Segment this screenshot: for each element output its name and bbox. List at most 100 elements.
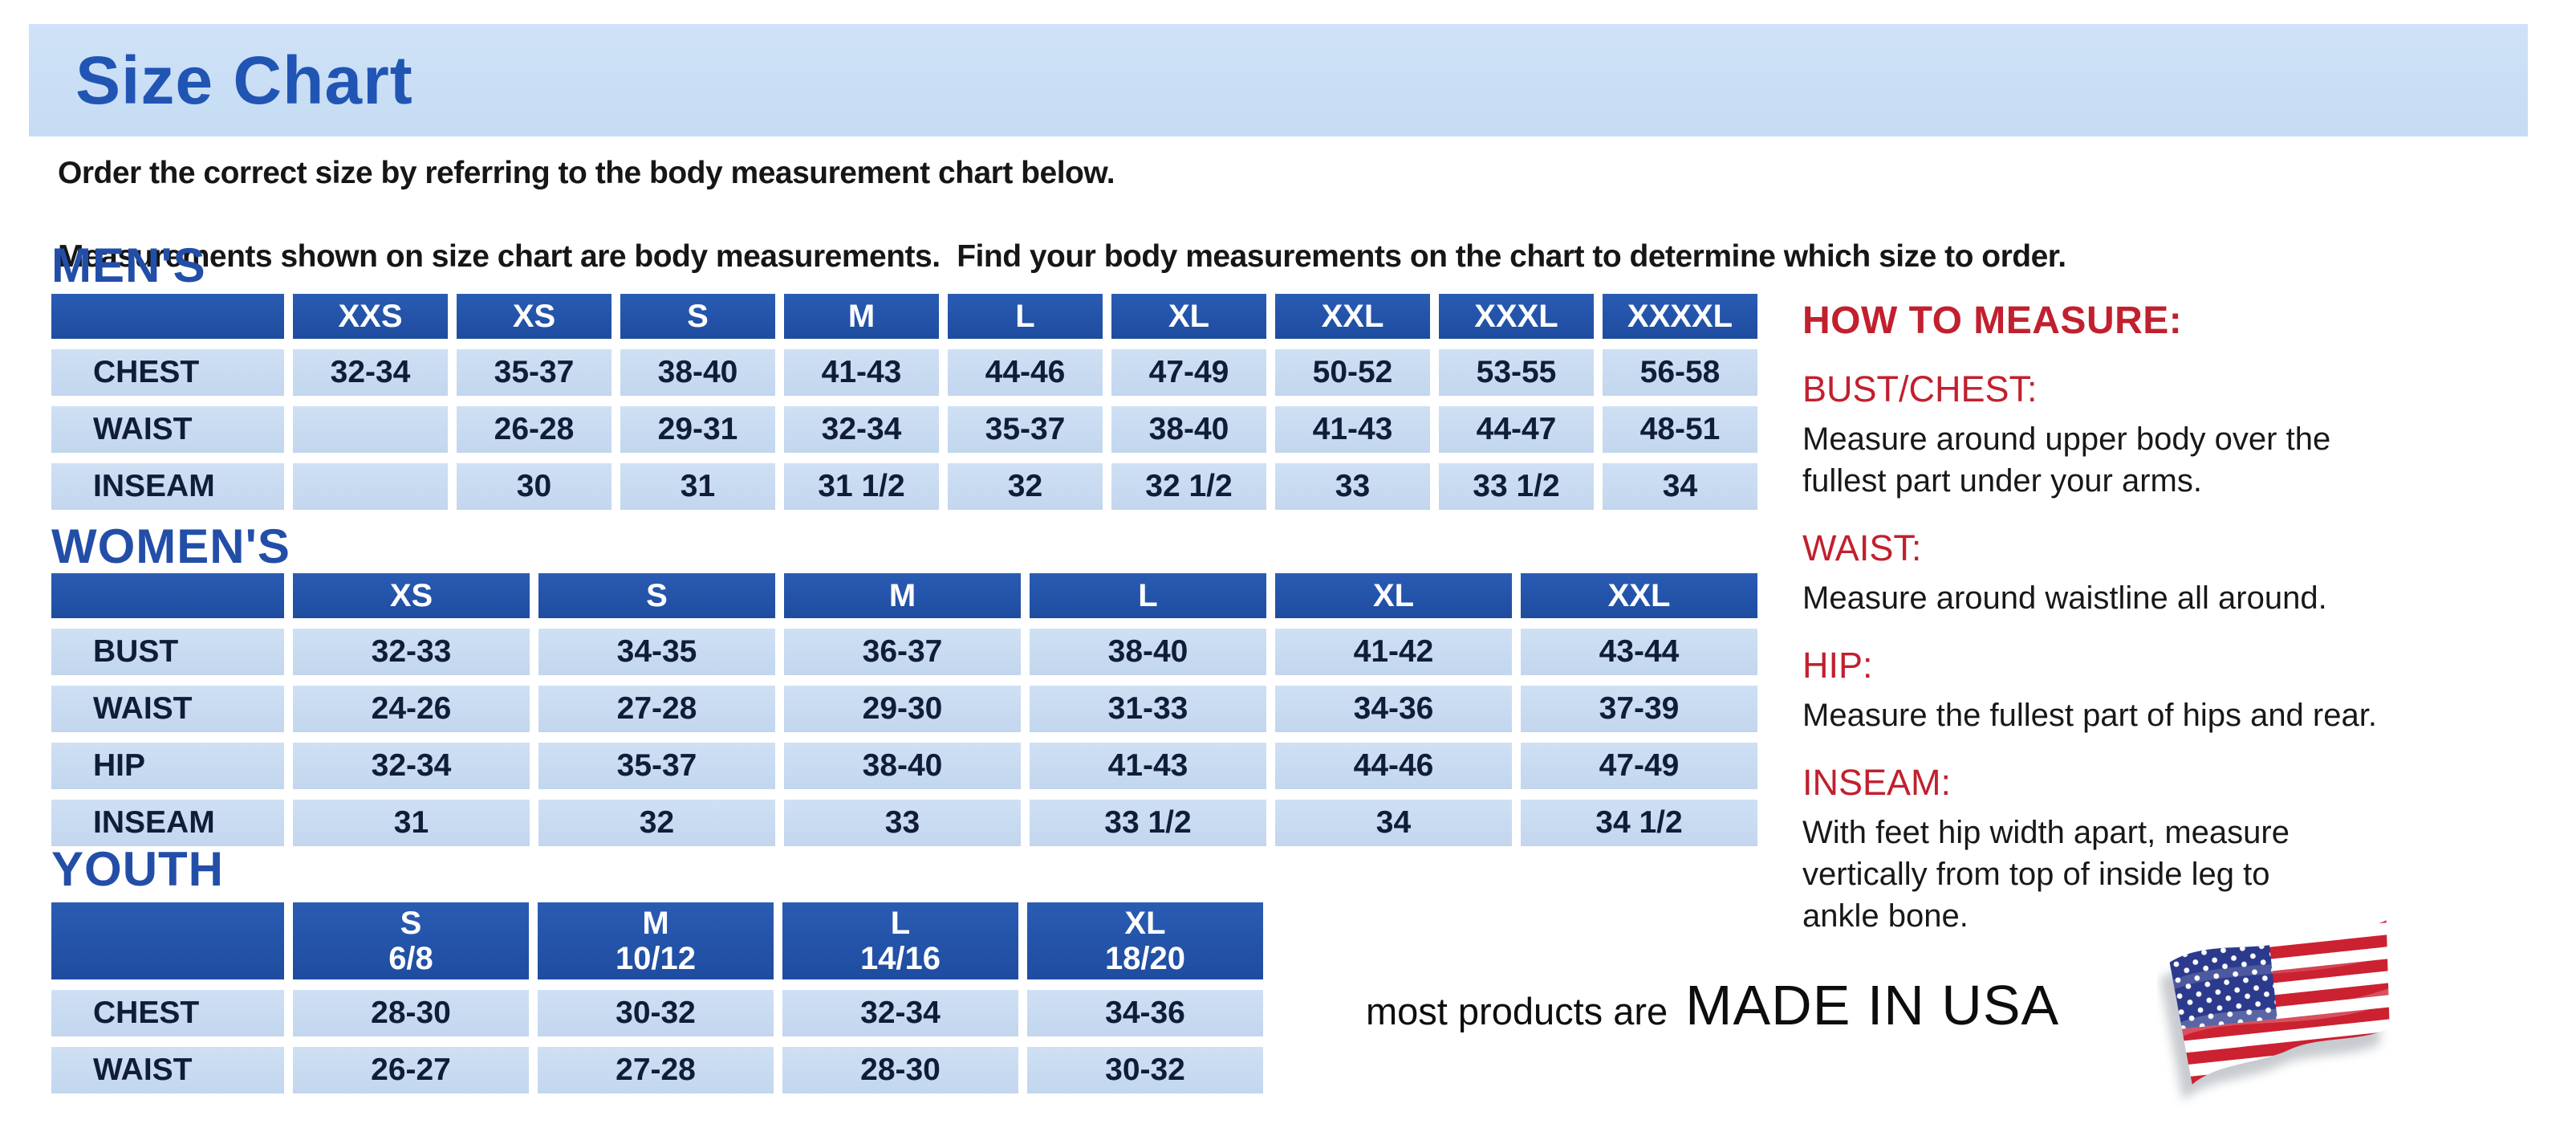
column-header-cell: M 10/12: [538, 902, 774, 979]
us-flag-icon: [2157, 917, 2414, 1110]
data-cell: 37-39: [1521, 686, 1757, 732]
row-label-cell: WAIST: [51, 686, 284, 732]
data-cell: 30-32: [1027, 1047, 1263, 1093]
column-header-cell: L: [1030, 573, 1266, 618]
corner-header-cell: [51, 294, 284, 339]
data-cell: 32: [538, 800, 775, 846]
data-cell: 27-28: [538, 1047, 774, 1093]
measure-heading-bust-chest: BUST/CHEST:: [1802, 369, 2038, 409]
data-cell: 29-30: [784, 686, 1021, 732]
column-header-cell: XL 18/20: [1027, 902, 1263, 979]
row-label-cell: INSEAM: [51, 463, 284, 510]
data-cell: 28-30: [782, 1047, 1018, 1093]
data-cell: 34: [1603, 463, 1757, 510]
column-header-cell: XXL: [1521, 573, 1757, 618]
column-header-cell: XL: [1275, 573, 1512, 618]
data-cell: 32-34: [293, 743, 530, 789]
data-cell: 50-52: [1275, 349, 1430, 396]
measure-text-inseam: With feet hip width apart, measure verti…: [1802, 815, 2290, 934]
made-in-usa-text: MADE IN USA: [1685, 974, 2060, 1036]
column-header-cell: S 6/8: [293, 902, 529, 979]
column-header-cell: XXL: [1275, 294, 1430, 339]
row-label-cell: HIP: [51, 743, 284, 789]
row-label-cell: INSEAM: [51, 800, 284, 846]
womens-size-table: XS S M L XL XXL BUST 32-33 34-35 36-37 38-40 41-42 4…: [51, 573, 1757, 846]
measure-text-bust-chest: Measure around upper body over the fulle…: [1802, 421, 2331, 499]
data-cell: 33: [1275, 463, 1430, 510]
data-cell: 47-49: [1111, 349, 1266, 396]
data-cell: 31 1/2: [784, 463, 939, 510]
measure-item-bust-chest: BUST/CHEST: Measure around upper body ov…: [1802, 369, 2509, 502]
title-banner: Size Chart: [29, 24, 2528, 136]
column-header-cell: XS: [293, 573, 530, 618]
data-cell: 44-46: [1275, 743, 1512, 789]
page-title: Size Chart: [75, 43, 413, 118]
column-header-cell: M: [784, 294, 939, 339]
made-in-usa-statement: most products are MADE IN USA: [1366, 973, 2059, 1037]
column-header-cell: XS: [457, 294, 611, 339]
measure-heading-inseam: INSEAM:: [1802, 762, 1952, 803]
data-cell: [293, 463, 448, 510]
data-cell: [293, 406, 448, 453]
data-cell: 27-28: [538, 686, 775, 732]
data-cell: 41-42: [1275, 629, 1512, 675]
data-cell: 33 1/2: [1030, 800, 1266, 846]
data-cell: 26-28: [457, 406, 611, 453]
data-cell: 30-32: [538, 990, 774, 1036]
corner-header-cell: [51, 573, 284, 618]
data-cell: 38-40: [1111, 406, 1266, 453]
measure-heading-waist: WAIST:: [1802, 527, 1922, 568]
data-cell: 35-37: [948, 406, 1103, 453]
data-cell: 44-46: [948, 349, 1103, 396]
data-cell: 33: [784, 800, 1021, 846]
column-header-cell: M: [784, 573, 1021, 618]
data-cell: 48-51: [1603, 406, 1757, 453]
data-cell: 32-33: [293, 629, 530, 675]
data-cell: 41-43: [784, 349, 939, 396]
data-cell: 28-30: [293, 990, 529, 1036]
column-header-cell: S: [620, 294, 775, 339]
data-cell: 31: [293, 800, 530, 846]
column-header-cell: L: [948, 294, 1103, 339]
column-header-cell: XXXXL: [1603, 294, 1757, 339]
data-cell: 24-26: [293, 686, 530, 732]
data-cell: 44-47: [1439, 406, 1594, 453]
row-label-cell: CHEST: [51, 349, 284, 396]
row-label-cell: WAIST: [51, 406, 284, 453]
column-header-cell: L 14/16: [782, 902, 1018, 979]
row-label-cell: CHEST: [51, 990, 284, 1036]
column-header-cell: XXXL: [1439, 294, 1594, 339]
data-cell: 34-36: [1027, 990, 1263, 1036]
data-cell: 36-37: [784, 629, 1021, 675]
data-cell: 56-58: [1603, 349, 1757, 396]
data-cell: 32 1/2: [1111, 463, 1266, 510]
data-cell: 34-35: [538, 629, 775, 675]
data-cell: 26-27: [293, 1047, 529, 1093]
mens-section-heading: MEN'S: [51, 238, 206, 292]
how-to-measure-title: HOW TO MEASURE:: [1802, 299, 2183, 342]
corner-header-cell: [51, 902, 284, 979]
how-to-measure-section: HOW TO MEASURE: BUST/CHEST: Measure arou…: [1802, 299, 2509, 937]
column-header-cell: XXS: [293, 294, 448, 339]
data-cell: 38-40: [784, 743, 1021, 789]
data-cell: 53-55: [1439, 349, 1594, 396]
data-cell: 47-49: [1521, 743, 1757, 789]
data-cell: 31-33: [1030, 686, 1266, 732]
mens-size-table: XXS XS S M L XL XXL XXXL XXXXL CHEST 32-34 35-37 38-…: [51, 294, 1757, 510]
data-cell: 32-34: [782, 990, 1018, 1036]
made-in-usa-prefix: most products are: [1366, 990, 1668, 1032]
womens-section-heading: WOMEN'S: [51, 519, 291, 573]
data-cell: 34: [1275, 800, 1512, 846]
data-cell: 34 1/2: [1521, 800, 1757, 846]
data-cell: 38-40: [1030, 629, 1266, 675]
data-cell: 35-37: [457, 349, 611, 396]
data-cell: 41-43: [1275, 406, 1430, 453]
data-cell: 30: [457, 463, 611, 510]
data-cell: 32-34: [784, 406, 939, 453]
measure-item-inseam: INSEAM: With feet hip width apart, measu…: [1802, 762, 2509, 937]
row-label-cell: BUST: [51, 629, 284, 675]
data-cell: 33 1/2: [1439, 463, 1594, 510]
data-cell: 31: [620, 463, 775, 510]
data-cell: 32: [948, 463, 1103, 510]
data-cell: 43-44: [1521, 629, 1757, 675]
